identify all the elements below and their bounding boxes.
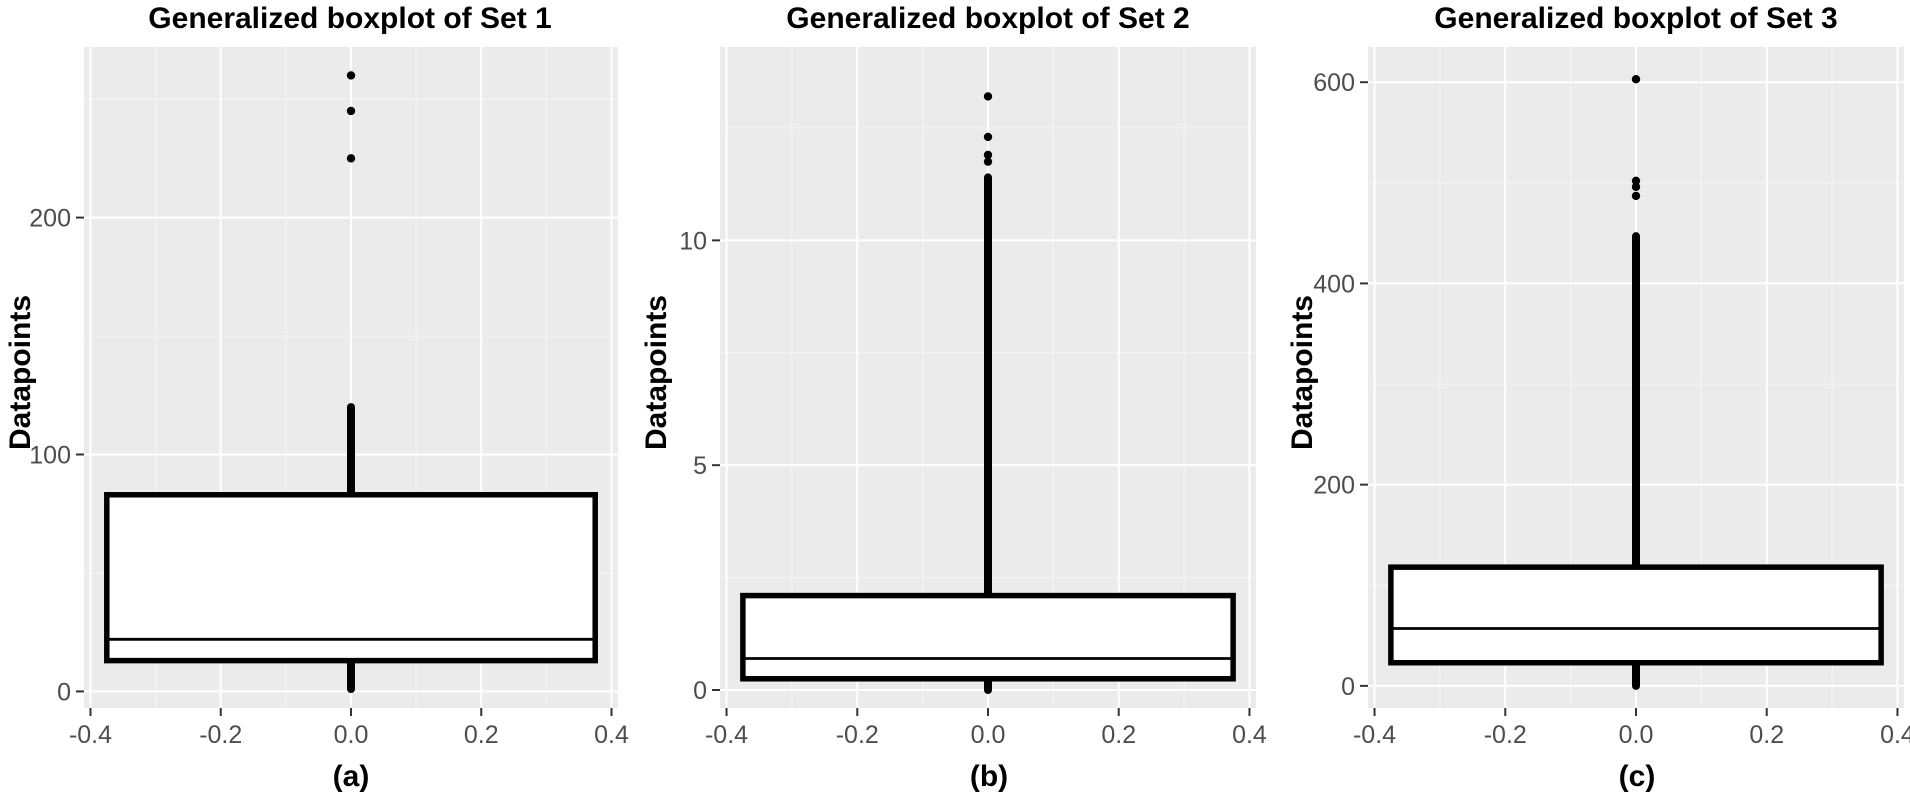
chart-panel-3: -0.4 -0.2 0.0 0.2 0.4 0 200 400 600 Generalized b… [1286, 2, 1910, 793]
y-tick-label: 0 [693, 677, 707, 705]
box-iqr [740, 592, 1236, 682]
outlier-point [1631, 176, 1641, 186]
y-tick-label: 0 [1341, 673, 1355, 701]
chart-title: Generalized boxplot of Set 3 [1434, 2, 1837, 35]
chart-title: Generalized boxplot of Set 1 [148, 2, 551, 35]
x-tick-label: 0.0 [334, 721, 369, 749]
x-tick-label: -0.4 [69, 721, 112, 749]
outlier-point [1631, 182, 1641, 192]
chart-panel-2: -0.4 -0.2 0.0 0.2 0.4 0 5 10 Generalized boxplot… [640, 2, 1267, 793]
y-tick-label: 400 [1313, 270, 1355, 298]
y-axis-label: Datapoints [640, 295, 673, 450]
panel-caption: (a) [333, 760, 370, 793]
outlier-point [983, 92, 993, 101]
x-tick-label: 0.4 [594, 721, 629, 749]
box-iqr [104, 492, 598, 664]
y-tick-label: 200 [29, 205, 71, 233]
x-tick-label: 0.4 [1232, 721, 1267, 749]
y-tick-label: 600 [1313, 69, 1355, 97]
x-tick-label: -0.2 [836, 721, 879, 749]
x-tick-label: -0.2 [1484, 721, 1527, 749]
y-tick-label: 5 [693, 452, 707, 480]
box-iqr [1388, 564, 1884, 666]
x-tick-label: -0.4 [705, 721, 748, 749]
outlier-point [1631, 74, 1641, 84]
y-axis-label: Datapoints [4, 295, 37, 450]
outlier-point [346, 71, 356, 80]
outlier-point [346, 154, 356, 163]
outlier-point [983, 132, 993, 142]
x-tick-label: 0.2 [464, 721, 499, 749]
x-tick-label: 0.4 [1880, 721, 1910, 749]
outlier-point [1631, 191, 1641, 201]
outlier-point [983, 157, 993, 166]
outlier-point [983, 150, 993, 160]
panel-caption: (b) [970, 760, 1008, 793]
y-tick-label: 0 [57, 678, 71, 706]
y-tick-label: 200 [1313, 472, 1355, 500]
chart-panel-1: -0.4 -0.2 0.0 0.2 0.4 0 100 200 Generalized boxp… [4, 2, 629, 793]
panel-caption: (c) [1619, 760, 1656, 793]
y-axis-label: Datapoints [1286, 295, 1319, 450]
y-tick-label: 10 [679, 227, 707, 255]
chart-title: Generalized boxplot of Set 2 [786, 2, 1189, 35]
outlier-point [346, 106, 356, 116]
x-tick-label: 0.2 [1749, 721, 1784, 749]
x-tick-label: 0.0 [971, 721, 1006, 749]
y-tick-label: 100 [29, 441, 71, 469]
x-tick-label: 0.0 [1619, 721, 1654, 749]
x-tick-label: 0.2 [1101, 721, 1136, 749]
x-tick-label: -0.4 [1353, 721, 1396, 749]
x-tick-label: -0.2 [199, 721, 242, 749]
